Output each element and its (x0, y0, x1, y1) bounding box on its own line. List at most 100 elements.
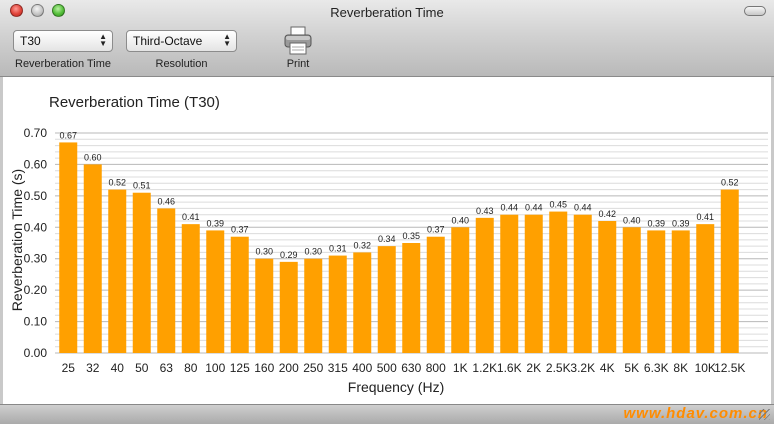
resolution-select[interactable]: Third-Octave ▲ ▼ (126, 30, 237, 52)
chart-bar (475, 217, 494, 353)
bar-value-label: 0.29 (280, 250, 298, 260)
x-tick-label: 10K (695, 361, 716, 375)
chart-bar (524, 214, 543, 353)
bar-value-label: 0.44 (574, 203, 592, 213)
resize-grip-icon[interactable] (759, 409, 770, 420)
y-tick-label: 0.10 (24, 315, 48, 329)
chart-bar (255, 258, 274, 353)
close-window-button[interactable] (10, 4, 23, 17)
bar-value-label: 0.51 (133, 181, 151, 191)
chart-bar (573, 214, 592, 353)
bar-value-label: 0.45 (549, 200, 567, 210)
bar-value-label: 0.35 (402, 231, 420, 241)
y-axis-label: Reverberation Time (s) (9, 169, 25, 311)
chart-bar (720, 189, 739, 353)
bar-value-label: 0.41 (182, 212, 200, 222)
chart-bar (83, 164, 102, 353)
x-tick-label: 32 (86, 361, 100, 375)
y-axis-ticks: 0.00 0.10 0.20 0.30 0.40 0.50 0.60 0.70 (24, 126, 48, 360)
print-button-label: Print (286, 58, 310, 70)
x-tick-label: 2.5K (546, 361, 571, 375)
resolution-select-value: Third-Octave (133, 34, 203, 48)
x-tick-label: 4K (600, 361, 615, 375)
y-tick-label: 0.60 (24, 157, 48, 171)
bar-value-label: 0.40 (623, 215, 641, 225)
x-tick-label: 315 (328, 361, 348, 375)
popup-arrows-icon: ▲ ▼ (99, 32, 107, 48)
bar-value-label: 0.60 (84, 152, 102, 162)
bar-value-label: 0.44 (500, 203, 518, 213)
x-tick-label: 400 (352, 361, 372, 375)
watermark: www.hdav.com.cn (623, 405, 768, 422)
bar-value-label: 0.34 (378, 234, 396, 244)
x-tick-label: 8K (673, 361, 688, 375)
chart-bar (181, 224, 200, 353)
x-tick-label: 50 (135, 361, 149, 375)
title-bar: Reverberation Time T30 ▲ ▼ Reverberation … (0, 0, 774, 77)
x-tick-label: 25 (62, 361, 76, 375)
bar-value-label: 0.52 (108, 178, 126, 188)
x-tick-label: 6.3K (644, 361, 669, 375)
chart-bar (206, 230, 225, 353)
bar-value-label: 0.30 (255, 247, 273, 257)
bar-value-label: 0.39 (672, 218, 690, 228)
resolution-select-label: Resolution (155, 58, 208, 70)
chart-bar (500, 214, 519, 353)
chart-bar (377, 246, 396, 353)
metric-select-label: Reverberation Time (15, 58, 111, 70)
y-tick-label: 0.40 (24, 220, 48, 234)
printer-icon (284, 26, 312, 55)
bar-value-label: 0.42 (598, 209, 616, 219)
x-tick-label: 800 (426, 361, 446, 375)
x-tick-label: 80 (184, 361, 198, 375)
bar-value-label: 0.67 (59, 130, 77, 140)
chart-bar (426, 236, 445, 353)
chart-bar (230, 236, 249, 353)
bar-value-label: 0.32 (353, 240, 371, 250)
chart-bar (622, 227, 641, 353)
status-bar: www.hdav.com.cn (0, 404, 774, 424)
chart-bar (451, 227, 470, 353)
metric-select[interactable]: T30 ▲ ▼ (13, 30, 113, 52)
chart-bar (132, 192, 151, 353)
reverberation-chart: Reverberation Time (T30) 0.00 0.10 0.20 0.3… (9, 94, 768, 395)
x-tick-label: 160 (254, 361, 274, 375)
chart-bar (108, 189, 127, 353)
x-tick-label: 3.2K (570, 361, 595, 375)
chart-panel: Reverberation Time (T30) 0.00 0.10 0.20 0.3… (3, 77, 771, 404)
bar-value-label: 0.46 (157, 196, 175, 206)
x-tick-label: 500 (377, 361, 397, 375)
chart-bar (157, 208, 176, 353)
chart-bar (598, 221, 617, 353)
x-tick-label: 5K (624, 361, 639, 375)
bar-value-label: 0.44 (525, 203, 543, 213)
bar-value-label: 0.37 (427, 225, 445, 235)
x-tick-label: 63 (160, 361, 174, 375)
chart-bar (402, 243, 421, 353)
bar-value-label: 0.40 (451, 215, 469, 225)
x-tick-label: 125 (230, 361, 250, 375)
x-tick-label: 12.5K (714, 361, 745, 375)
x-tick-label: 100 (205, 361, 225, 375)
x-tick-label: 1.2K (472, 361, 497, 375)
chart-bar (304, 258, 323, 353)
x-tick-label: 250 (303, 361, 323, 375)
y-tick-label: 0.70 (24, 126, 48, 140)
zoom-window-button[interactable] (52, 4, 65, 17)
bar-value-label: 0.41 (696, 212, 714, 222)
x-axis-label: Frequency (Hz) (348, 379, 444, 395)
x-tick-label: 40 (111, 361, 125, 375)
chart-bar (549, 211, 568, 353)
x-tick-label: 200 (279, 361, 299, 375)
chart-bar (59, 142, 78, 353)
y-tick-label: 0.50 (24, 189, 48, 203)
bar-value-label: 0.39 (206, 218, 224, 228)
toolbar-toggle-button[interactable] (744, 6, 766, 16)
x-tick-label: 630 (401, 361, 421, 375)
popup-arrows-icon: ▲ ▼ (223, 32, 231, 48)
minimize-window-button[interactable] (31, 4, 44, 17)
chart-bar (353, 252, 372, 353)
x-tick-label: 1.6K (497, 361, 522, 375)
chart-bar (671, 230, 690, 353)
